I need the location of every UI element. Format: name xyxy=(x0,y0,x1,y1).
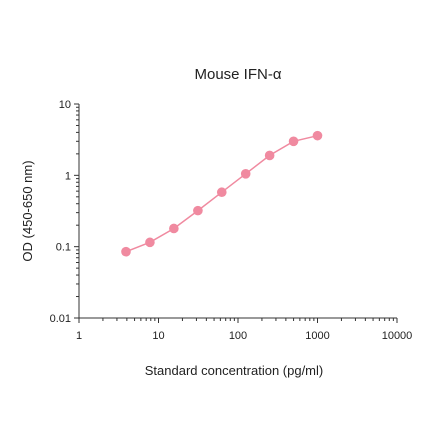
data-point xyxy=(264,150,275,161)
data-point xyxy=(240,169,251,179)
y-tick-label: 0.01 xyxy=(50,313,71,325)
data-point xyxy=(169,223,179,234)
axes xyxy=(78,104,397,319)
chart-title: Mouse IFN-α xyxy=(194,66,281,83)
ticks xyxy=(74,103,398,323)
data-point xyxy=(121,246,131,257)
series-layer xyxy=(121,130,323,257)
y-axis-label: OD (450-650 nm) xyxy=(20,160,35,261)
x-tick-label: 10000 xyxy=(382,330,413,342)
x-tick-label: 1000 xyxy=(305,330,329,342)
y-tick-label: 1 xyxy=(65,170,71,182)
y-tick-label: 10 xyxy=(59,99,71,111)
data-point xyxy=(193,205,203,216)
x-tick-label: 100 xyxy=(229,330,247,342)
data-point xyxy=(216,187,227,198)
x-axis-label: Standard concentration (pg/ml) xyxy=(145,363,323,378)
tick-labels: 1 10 100 1000 10000 0.01 0.1 1 10 xyxy=(50,99,413,342)
x-tick-label: 10 xyxy=(152,330,164,342)
data-point xyxy=(145,237,155,248)
y-tick-label: 0.1 xyxy=(56,242,71,254)
x-tick-label: 1 xyxy=(76,330,82,342)
data-point xyxy=(312,130,323,141)
data-point xyxy=(288,136,299,147)
